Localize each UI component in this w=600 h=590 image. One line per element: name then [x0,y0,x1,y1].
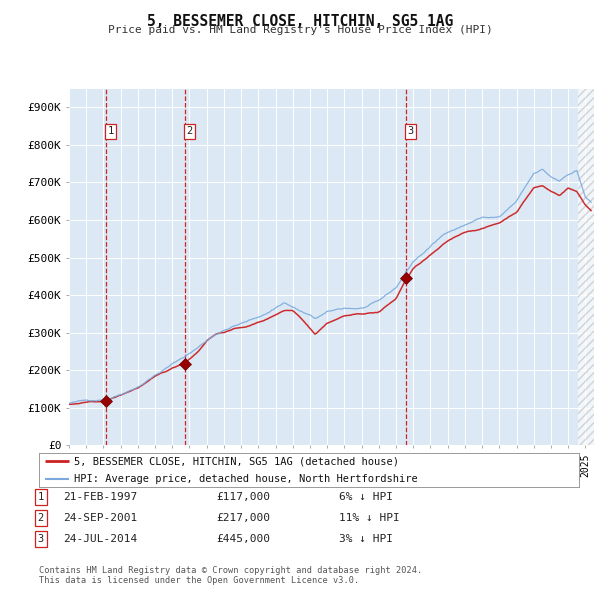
Bar [578,88,600,445]
Text: 3: 3 [38,535,44,544]
Text: 11% ↓ HPI: 11% ↓ HPI [339,513,400,523]
Text: HPI: Average price, detached house, North Hertfordshire: HPI: Average price, detached house, Nort… [74,474,418,484]
Text: 3% ↓ HPI: 3% ↓ HPI [339,535,393,544]
Text: 2: 2 [38,513,44,523]
Text: 6% ↓ HPI: 6% ↓ HPI [339,492,393,502]
Text: 21-FEB-1997: 21-FEB-1997 [63,492,137,502]
Text: £445,000: £445,000 [216,535,270,544]
Text: 24-SEP-2001: 24-SEP-2001 [63,513,137,523]
Text: 5, BESSEMER CLOSE, HITCHIN, SG5 1AG (detached house): 5, BESSEMER CLOSE, HITCHIN, SG5 1AG (det… [74,457,399,467]
Text: 24-JUL-2014: 24-JUL-2014 [63,535,137,544]
Text: £217,000: £217,000 [216,513,270,523]
Text: 1: 1 [107,126,113,136]
Text: 5, BESSEMER CLOSE, HITCHIN, SG5 1AG: 5, BESSEMER CLOSE, HITCHIN, SG5 1AG [147,14,453,28]
Text: 3: 3 [407,126,413,136]
Text: Contains HM Land Registry data © Crown copyright and database right 2024.
This d: Contains HM Land Registry data © Crown c… [39,566,422,585]
Text: Price paid vs. HM Land Registry's House Price Index (HPI): Price paid vs. HM Land Registry's House … [107,25,493,35]
Text: 2: 2 [187,126,193,136]
Text: £117,000: £117,000 [216,492,270,502]
Text: 1: 1 [38,492,44,502]
